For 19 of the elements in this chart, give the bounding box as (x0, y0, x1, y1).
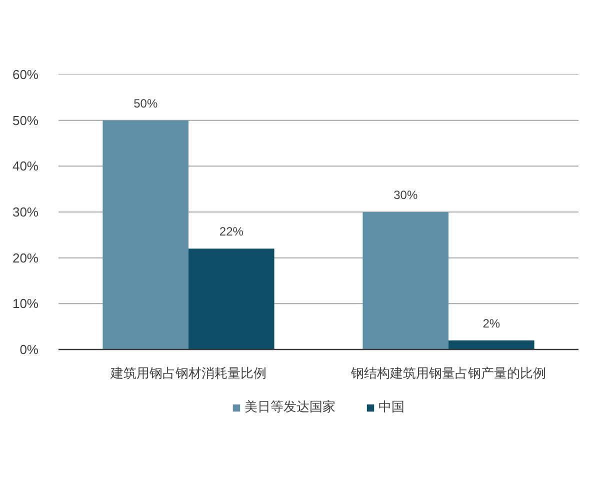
data-label: 30% (394, 188, 418, 202)
data-label: 22% (219, 224, 244, 239)
y-tick-label: 50% (12, 112, 39, 128)
bar (362, 212, 448, 350)
y-tick-label: 0% (20, 342, 39, 357)
y-tick-label: 30% (12, 204, 39, 220)
y-tick-label: 40% (12, 158, 39, 174)
x-tick-label: 建筑用钢占钢材消耗量比例 (110, 366, 266, 380)
y-tick-label: 20% (12, 250, 39, 266)
y-tick-label: 60% (12, 67, 39, 82)
bar (448, 340, 534, 350)
data-label: 2% (482, 316, 500, 330)
bar (188, 248, 274, 350)
legend-label: 中国 (378, 398, 404, 416)
bar (102, 120, 188, 350)
y-tick-label: 10% (12, 296, 39, 312)
legend-label: 美日等发达国家 (244, 398, 336, 416)
x-tick-label: 钢结构建筑用钢量占钢产量的比例 (350, 366, 546, 380)
data-label: 50% (134, 96, 158, 110)
